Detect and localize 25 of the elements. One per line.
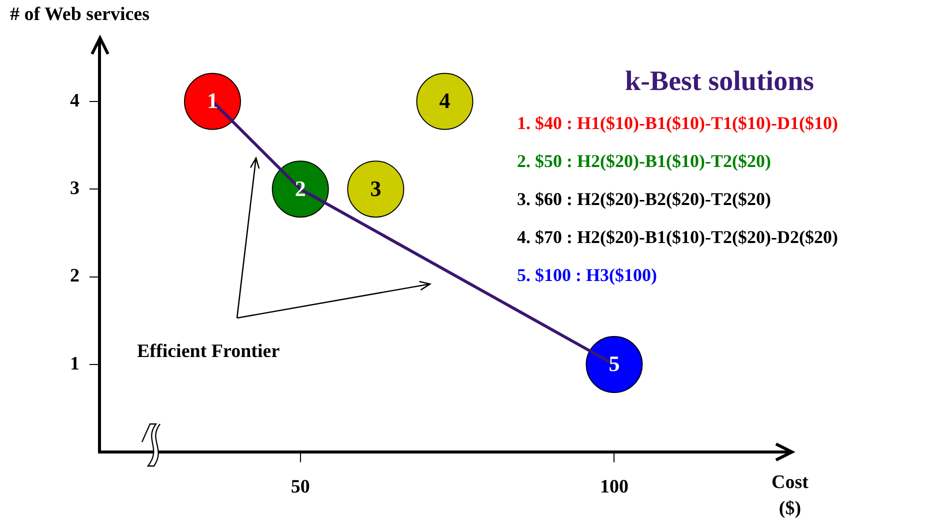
y-axis-title: # of Web services: [10, 4, 150, 26]
annotation: 4. $70 : H2($20)-B1($10)-T2($20)-D2($20): [517, 227, 838, 248]
series-label: 3: [370, 176, 382, 201]
annotation: k-Best solutions: [625, 66, 814, 98]
x-axis-title: Cost ($): [770, 471, 810, 522]
series-label: 1: [206, 88, 218, 114]
series-label: 5: [608, 351, 620, 376]
point: [347, 160, 404, 218]
point: [272, 160, 329, 218]
x-tick-label: 100: [600, 476, 628, 498]
y-tick-label: 4: [70, 90, 80, 112]
annotation: Efficient Frontier: [137, 341, 280, 363]
annotation: 1. $40 : H1($10)-B1($10)-T1($10)-D1($10): [517, 113, 838, 134]
point: [416, 72, 474, 130]
y-tick-label: 3: [70, 178, 80, 199]
annotation: 5. $100 : H3($100): [517, 265, 657, 286]
point: [586, 336, 643, 393]
x-tick-label: 50: [290, 476, 310, 498]
annotation: 3. $60 : H2($20)-B2($20)-T2($20): [517, 189, 771, 210]
series-label: 2: [294, 176, 306, 201]
y-tick-label: 1: [70, 353, 80, 374]
y-tick-label: 2: [70, 266, 80, 287]
series-label: 4: [439, 88, 450, 114]
point: [184, 72, 241, 130]
annotation: 2. $50 : H2($20)-B1($10)-T2($20): [517, 151, 771, 172]
